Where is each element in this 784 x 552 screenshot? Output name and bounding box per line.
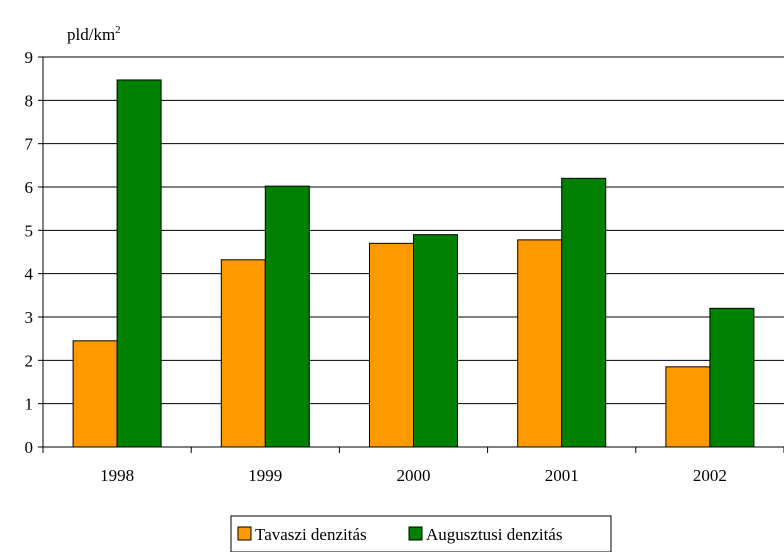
legend-swatch-augusztusi [408,526,423,541]
y-tick-label: 7 [25,135,34,154]
y-tick-label: 3 [25,308,34,327]
y-tick-label: 1 [25,395,34,414]
bar-tavaszi-2002 [665,366,711,448]
bars [72,79,755,448]
axes [38,56,784,453]
bar-augusztusi-1999 [264,185,310,448]
x-tick-label: 2001 [545,466,579,485]
bar-augusztusi-2002 [709,307,755,448]
legend: Tavaszi denzitás Augusztusi denzitás [230,515,612,552]
y-tick-label: 0 [25,438,34,457]
y-tick-label: 2 [25,351,34,370]
bar-augusztusi-2000 [413,234,458,448]
legend-swatch-tavaszi [237,526,252,541]
bar-augusztusi-2001 [561,177,607,448]
legend-label-tavaszi: Tavaszi denzitás [255,525,367,544]
y-axis-label: pld/km2 [67,24,121,44]
y-tick-label: 4 [25,265,34,284]
y-axis-label-superscript: 2 [115,24,121,36]
x-tick-label: 1998 [100,466,134,485]
bar-tavaszi-1999 [220,259,266,448]
y-tick-label: 5 [25,221,34,240]
y-tick-label: 8 [25,91,34,110]
x-tick-label: 2000 [397,466,431,485]
bar-tavaszi-2000 [369,242,414,448]
y-tick-label: 9 [25,48,34,67]
x-tick-label: 1999 [248,466,282,485]
legend-label-augusztusi: Augusztusi denzitás [426,525,562,544]
x-tick-label: 2002 [693,466,727,485]
y-tick-label: 6 [25,178,34,197]
bar-tavaszi-1998 [72,340,118,448]
bar-tavaszi-2001 [517,239,563,448]
tick-labels: 0 1 2 3 4 5 6 7 8 9 1998 1999 2000 2001 2002 [25,48,727,485]
y-axis-label-text: pld/km [67,25,115,44]
bar-augusztusi-1998 [116,79,162,448]
gridlines [43,56,784,405]
